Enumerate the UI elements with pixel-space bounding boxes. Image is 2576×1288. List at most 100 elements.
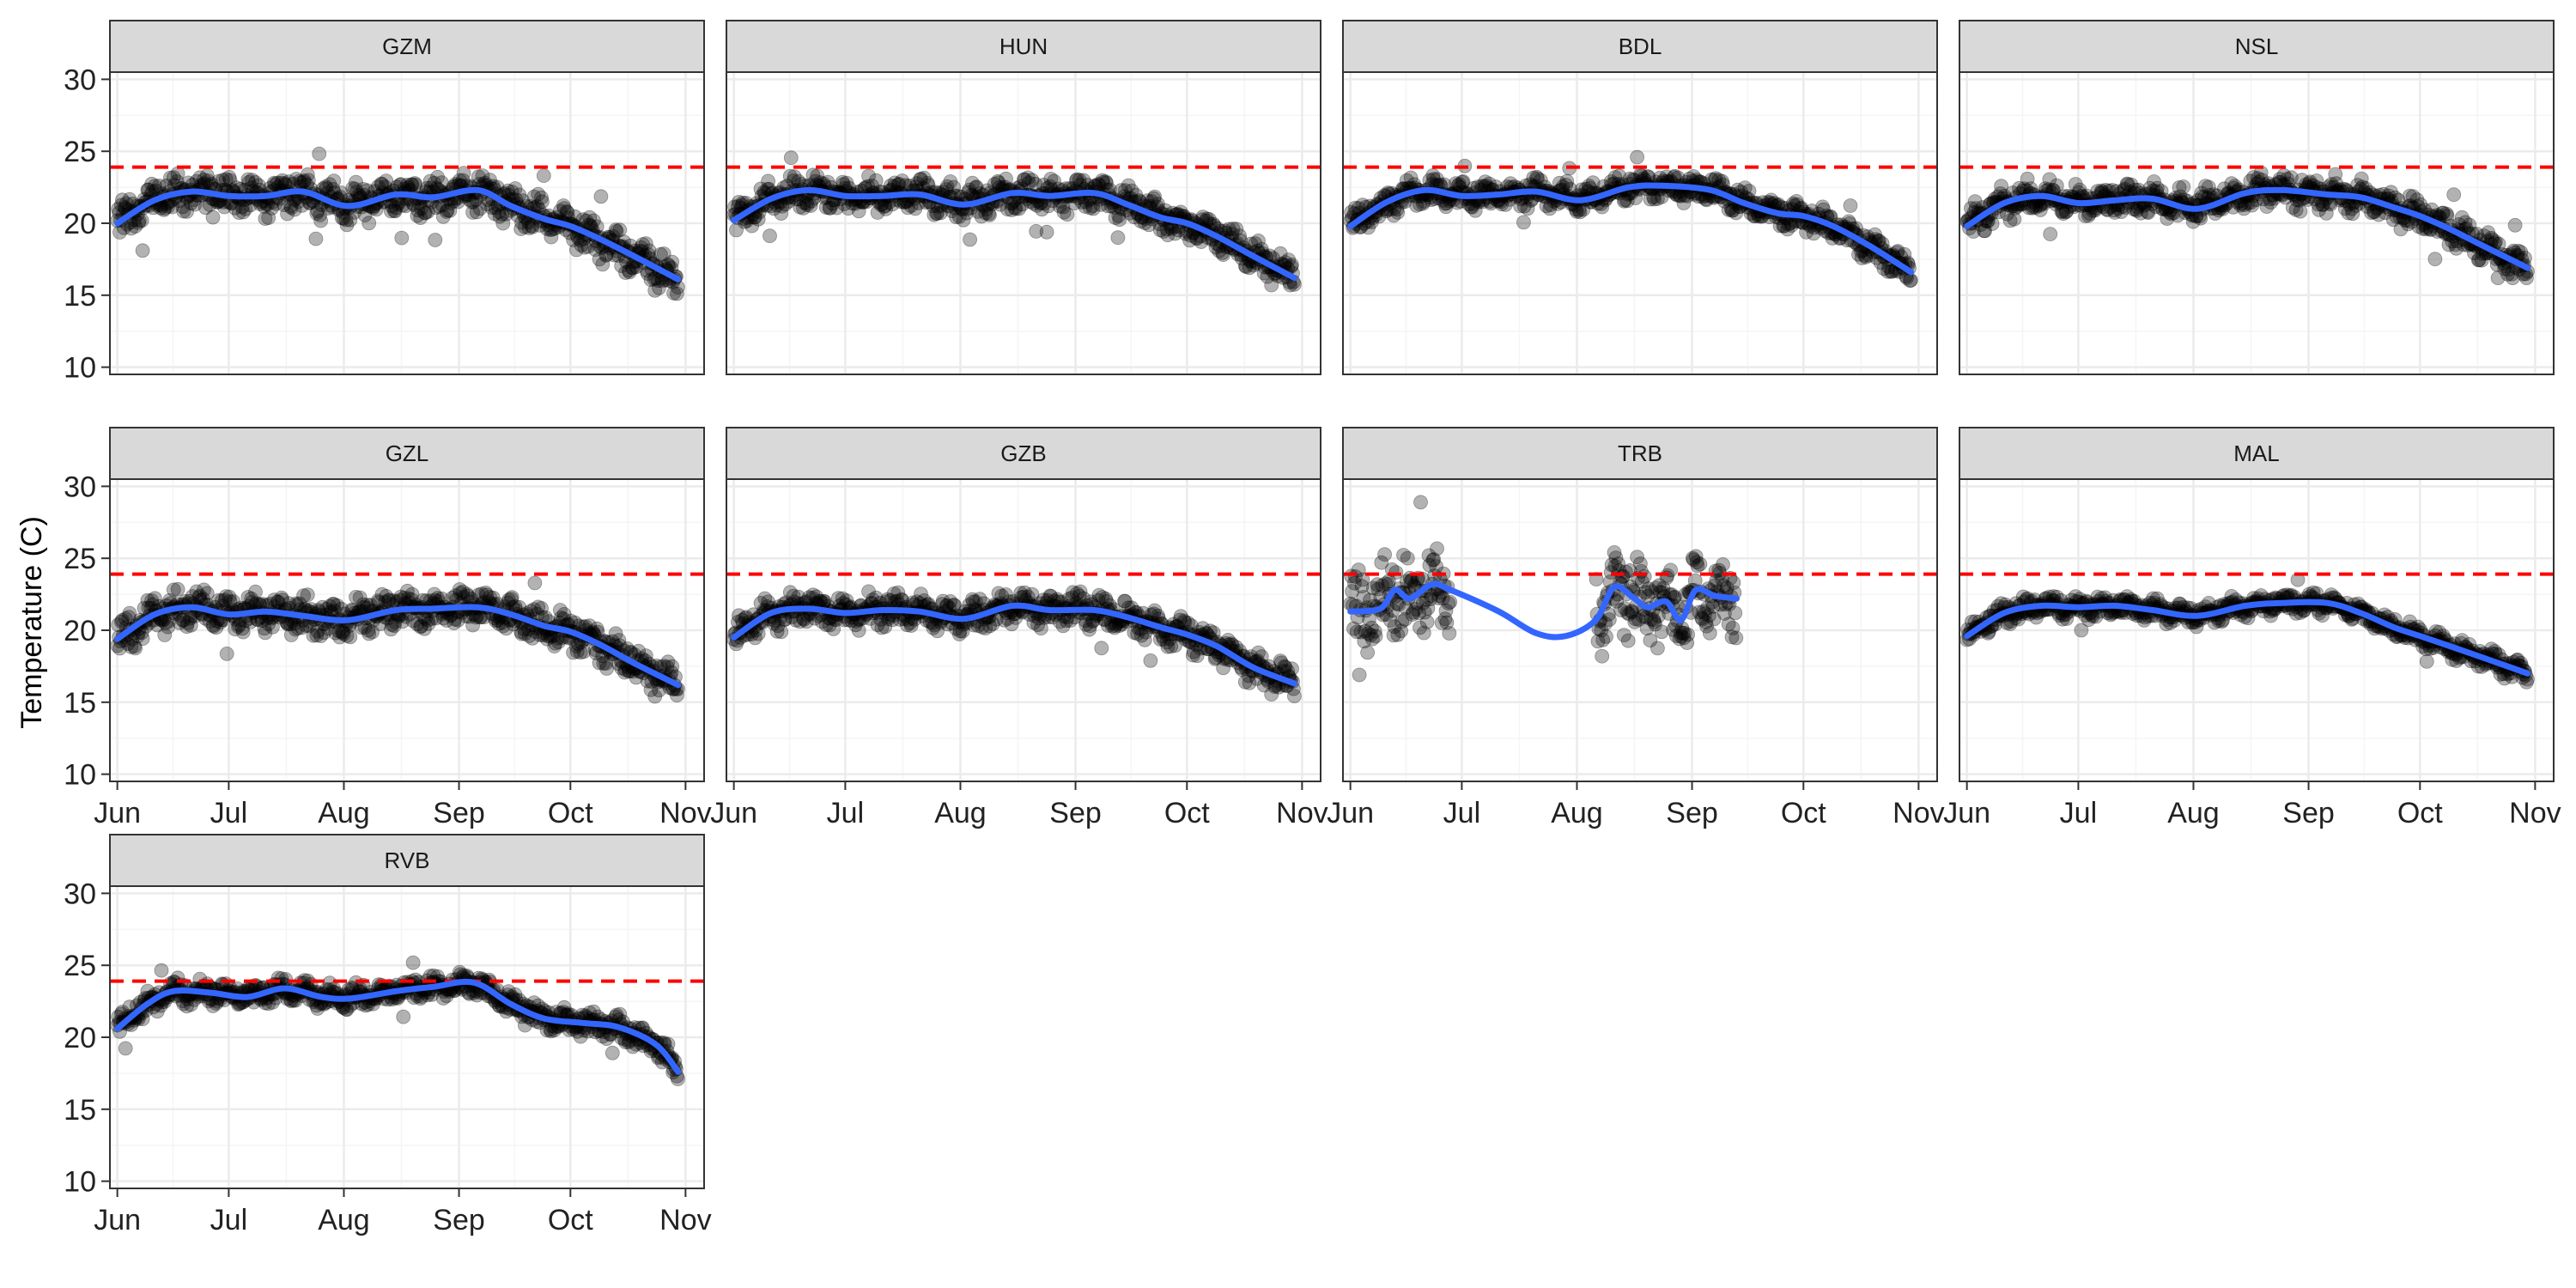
x-tick-label: Oct [1781, 797, 1826, 829]
data-point [319, 180, 334, 196]
x-tick-label: Oct [548, 797, 593, 829]
data-point [2176, 179, 2191, 194]
data-point [593, 189, 609, 204]
data-point [179, 204, 194, 219]
facet-panel-hun: HUN [726, 20, 1321, 375]
y-tick-label: 20 [64, 208, 96, 240]
data-point [192, 170, 208, 185]
data-point [313, 207, 328, 222]
data-point [361, 216, 377, 231]
data-point [131, 215, 146, 230]
data-point [114, 192, 130, 208]
x-tick-label: Aug [1551, 797, 1603, 829]
data-point [1413, 495, 1428, 510]
data-point [1595, 648, 1610, 664]
data-point [159, 178, 174, 193]
data-point [248, 174, 263, 190]
data-point [151, 178, 167, 193]
data-point [1360, 645, 1375, 660]
data-point [267, 177, 283, 192]
data-point [147, 179, 162, 194]
data-point [1368, 629, 1383, 644]
data-point [325, 181, 341, 197]
data-point [134, 213, 149, 228]
x-tick-label: Jul [1443, 797, 1480, 829]
x-tick-label: Jul [210, 797, 247, 829]
data-point [535, 194, 550, 210]
data-point [762, 228, 777, 244]
data-point [111, 202, 126, 216]
data-point [118, 196, 134, 211]
data-point [175, 199, 191, 215]
x-tick-label: Jun [94, 797, 141, 829]
data-point [141, 182, 156, 197]
data-point [235, 204, 251, 220]
data-point [322, 177, 337, 192]
y-tick-label: 25 [64, 136, 96, 168]
facet-panel-bdl: BDL [1342, 20, 1938, 375]
data-point [258, 211, 273, 227]
x-tick-label: Nov [659, 797, 711, 829]
facet-strip-label: MAL [2233, 440, 2279, 466]
data-point [153, 200, 168, 216]
data-point [327, 185, 343, 201]
data-point [1377, 547, 1392, 562]
data-point [1285, 661, 1299, 677]
y-tick-label: 30 [64, 64, 96, 96]
y-tick-label: 10 [64, 759, 96, 792]
data-point [308, 231, 324, 246]
data-point [295, 197, 310, 213]
data-point [275, 173, 290, 188]
facet-strip-label: TRB [1618, 440, 1662, 466]
data-point [161, 198, 176, 214]
y-tick-label: 20 [64, 615, 96, 647]
x-tick-label: Jun [710, 797, 757, 829]
data-point [216, 199, 232, 215]
x-tick-label: Nov [1276, 797, 1327, 829]
data-point [176, 204, 191, 219]
data-point [2446, 187, 2462, 203]
data-point [536, 168, 551, 184]
data-point [2293, 204, 2308, 219]
x-tick-label: Aug [934, 797, 987, 829]
data-point [112, 225, 127, 240]
data-point [774, 624, 789, 640]
data-point [222, 173, 238, 188]
data-point [1637, 569, 1652, 584]
data-point [241, 174, 257, 190]
data-point [228, 200, 243, 216]
data-point [219, 647, 234, 661]
data-point [264, 200, 279, 216]
data-point [257, 199, 272, 215]
data-point [128, 219, 143, 234]
data-point [164, 199, 179, 215]
data-point [309, 205, 325, 221]
data-point [1110, 230, 1126, 246]
data-point [211, 173, 227, 189]
data-point [124, 221, 139, 236]
data-point [1843, 198, 1858, 213]
data-point [1039, 224, 1054, 240]
data-point [1352, 667, 1367, 683]
data-point [205, 210, 221, 225]
data-point [274, 175, 289, 191]
y-tick-label: 15 [64, 687, 96, 720]
data-point [313, 213, 329, 228]
data-point [2507, 217, 2523, 233]
data-point [144, 176, 160, 191]
data-point [1516, 215, 1531, 230]
data-point [266, 175, 282, 191]
facet-strip-label: NSL [2235, 33, 2279, 59]
data-point [783, 150, 799, 166]
data-point [238, 201, 253, 216]
data-point [156, 202, 172, 217]
data-point [122, 191, 137, 207]
data-point [1716, 557, 1730, 572]
data-point [189, 173, 204, 189]
data-point [343, 629, 358, 645]
data-point [291, 194, 307, 210]
